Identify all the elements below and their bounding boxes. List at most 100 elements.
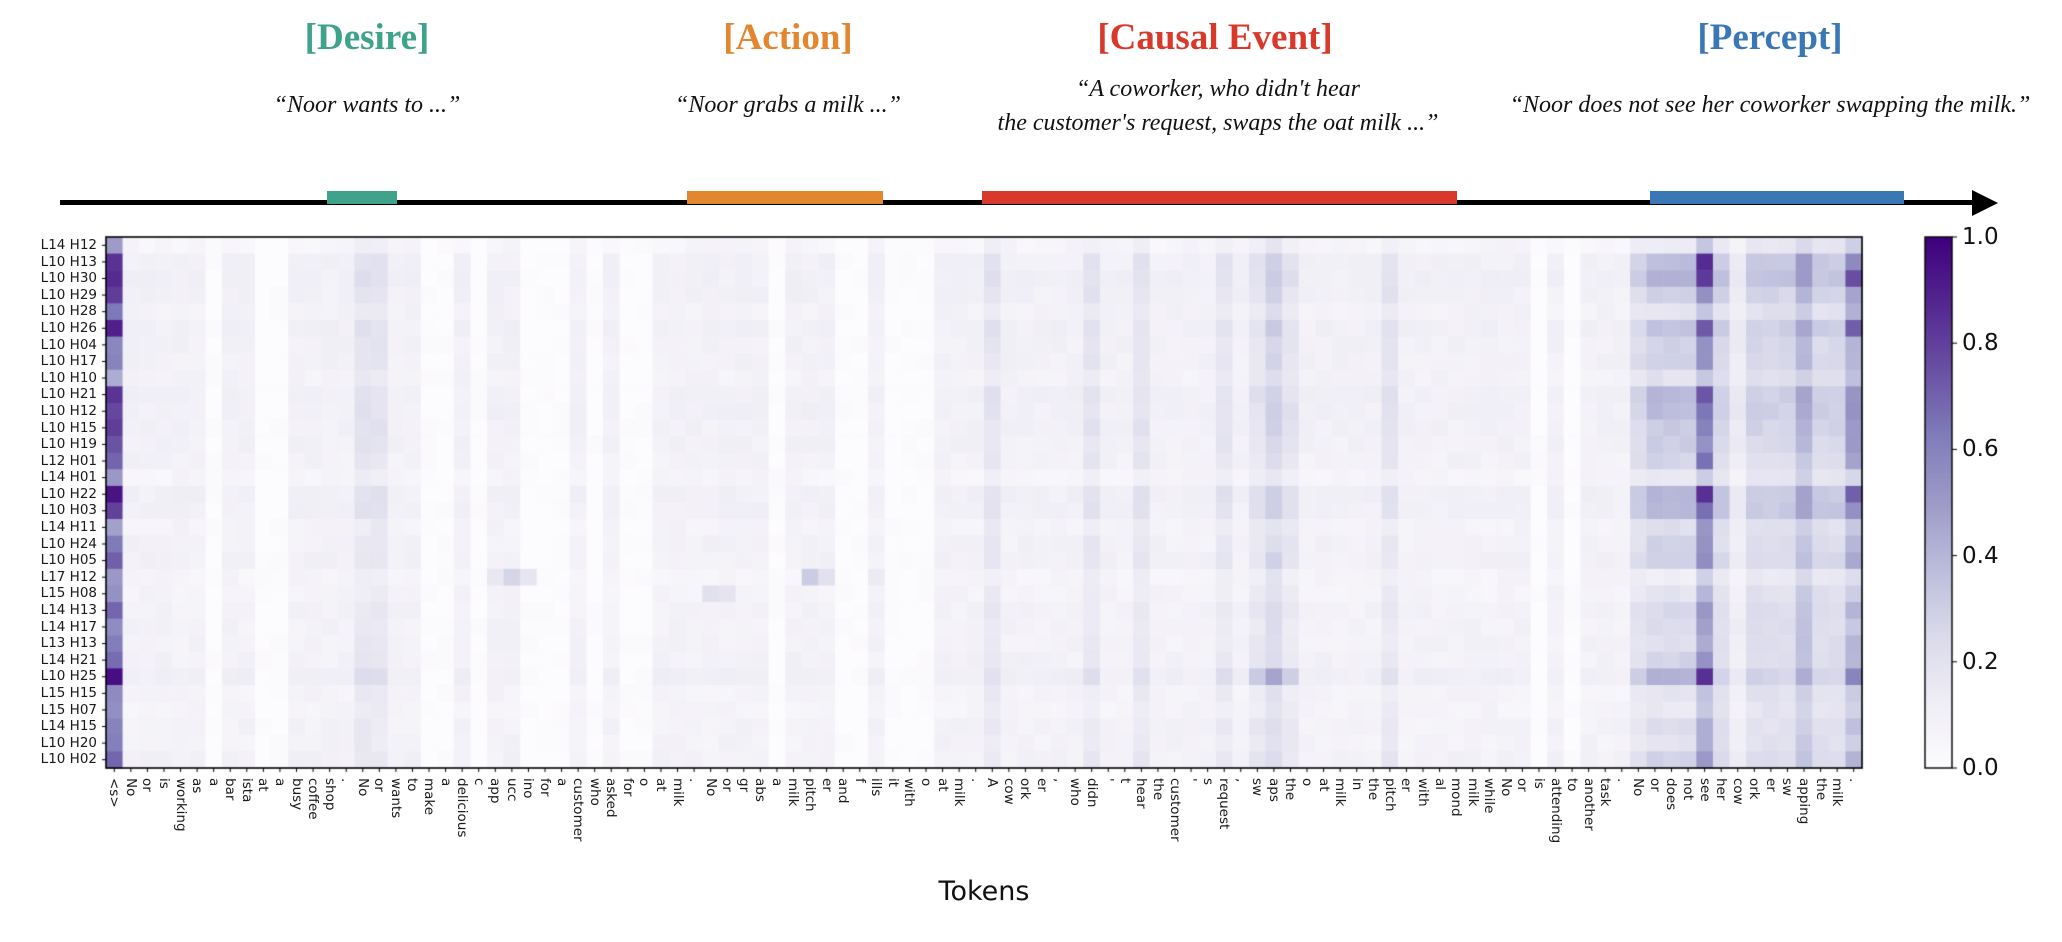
row-label: L10 H24: [40, 535, 97, 552]
token-label: gr: [735, 778, 752, 793]
colorbar-tick-label: 0.6: [1962, 436, 1999, 463]
token-label: or: [371, 778, 388, 792]
section-label-causal-event: [Causal Event]: [1097, 17, 1333, 58]
token-label: al: [1431, 778, 1448, 791]
row-label: L10 H28: [40, 303, 97, 320]
token-label: while: [1481, 778, 1498, 814]
token-label: for: [537, 778, 553, 797]
token-label: a: [437, 778, 454, 787]
token-label: the: [1282, 778, 1299, 801]
token-label: No: [702, 778, 719, 797]
token-label: coffee: [305, 778, 322, 820]
row-label: L10 H30: [40, 270, 97, 287]
token-label: ': [1183, 778, 1200, 782]
token-label: ork: [1746, 778, 1763, 800]
token-label: didn: [1083, 778, 1100, 808]
row-label: L15 H15: [40, 685, 97, 702]
token-label: a: [271, 778, 288, 787]
section-label-action: [Action]: [723, 17, 853, 58]
token-label: .: [686, 778, 703, 783]
token-label: hear: [1133, 778, 1150, 809]
section-label-desire: [Desire]: [304, 17, 430, 58]
section-label-percept: [Percept]: [1697, 17, 1843, 58]
token-label: s: [1199, 778, 1216, 786]
row-label: L10 H25: [40, 668, 97, 685]
section-quote-action: “Noor grabs a milk ...”: [674, 92, 902, 118]
colorbar-tick-label: 0.4: [1962, 542, 1999, 569]
row-label: L10 H17: [40, 353, 97, 370]
token-label: in: [1348, 778, 1365, 791]
token-label: er: [1398, 778, 1415, 792]
token-label: who: [1067, 778, 1084, 806]
colorbar-tick-label: 0.8: [1962, 330, 1999, 357]
token-label: milk: [951, 778, 968, 807]
token-label: er: [818, 778, 835, 792]
token-label: ista: [238, 778, 255, 803]
row-label: L10 H05: [40, 552, 97, 569]
token-label: o: [636, 778, 653, 787]
section-quote-desire: “Noor wants to ...”: [273, 92, 461, 118]
token-label: with: [1415, 778, 1431, 807]
row-label: L10 H22: [40, 485, 97, 502]
row-label: L15 H07: [40, 701, 97, 718]
token-label: abs: [752, 778, 769, 802]
token-label: .: [967, 778, 984, 783]
timeline-arrowhead-icon: [1972, 190, 1998, 216]
timeline-segment-causal-event: [982, 191, 1457, 204]
token-label: er: [1033, 778, 1050, 792]
row-label: L14 H13: [40, 602, 97, 619]
row-label: L10 H03: [40, 502, 97, 519]
row-label: L10 H15: [40, 419, 97, 436]
token-label: ork: [1017, 778, 1034, 800]
token-label: the: [1812, 778, 1829, 801]
token-label: A: [984, 778, 1001, 788]
row-label: L15 H08: [40, 585, 97, 602]
token-label: to: [404, 778, 421, 792]
token-label: wants: [387, 778, 404, 819]
timeline-segment-action: [687, 191, 883, 204]
section-quote-causal-line2: the customer's request, swaps the oat mi…: [997, 110, 1439, 136]
token-label: it: [884, 778, 901, 788]
token-label: with: [901, 778, 918, 807]
token-label: a: [768, 778, 785, 787]
token-label: not: [1680, 778, 1697, 801]
token-label: another: [1580, 778, 1597, 831]
row-label: L10 H12: [40, 402, 97, 419]
token-label: working: [172, 778, 189, 832]
token-label: her: [1713, 778, 1730, 801]
row-label: L10 H02: [40, 751, 97, 768]
token-label: sw: [1779, 778, 1796, 797]
token-label: is: [155, 778, 172, 789]
token-label: .: [338, 778, 355, 783]
x-axis-title: Tokens: [938, 876, 1030, 907]
section-quote-percept: “Noor does not see her coworker swapping…: [1509, 92, 2031, 118]
token-label: busy: [288, 778, 305, 811]
token-label: does: [1663, 778, 1680, 811]
row-label: L14 H15: [40, 718, 97, 735]
token-label: ,: [1050, 778, 1067, 783]
token-label: No: [1497, 778, 1514, 797]
token-label: f: [851, 778, 868, 783]
token-label: at: [1315, 778, 1332, 792]
token-label: milk: [785, 778, 802, 807]
token-label: milk: [1332, 778, 1349, 807]
token-label: ': [1100, 778, 1117, 782]
token-label: milk: [1464, 778, 1481, 807]
token-label: is: [1530, 778, 1547, 789]
token-label: ucc: [503, 778, 520, 802]
token-label: attending: [1547, 778, 1564, 844]
token-label: app: [487, 778, 504, 804]
timeline-segment-desire: [327, 191, 397, 204]
token-label: as: [189, 778, 206, 794]
row-label: L13 H13: [40, 635, 97, 652]
row-label: L10 H19: [40, 436, 97, 453]
token-label: or: [719, 778, 736, 792]
row-label: L17 H12: [40, 568, 97, 585]
token-label: mond: [1448, 778, 1465, 817]
token-label: or: [1646, 778, 1663, 792]
token-label: customer: [1166, 778, 1183, 842]
token-label: delicious: [454, 778, 471, 838]
row-label: L10 H04: [40, 336, 97, 353]
